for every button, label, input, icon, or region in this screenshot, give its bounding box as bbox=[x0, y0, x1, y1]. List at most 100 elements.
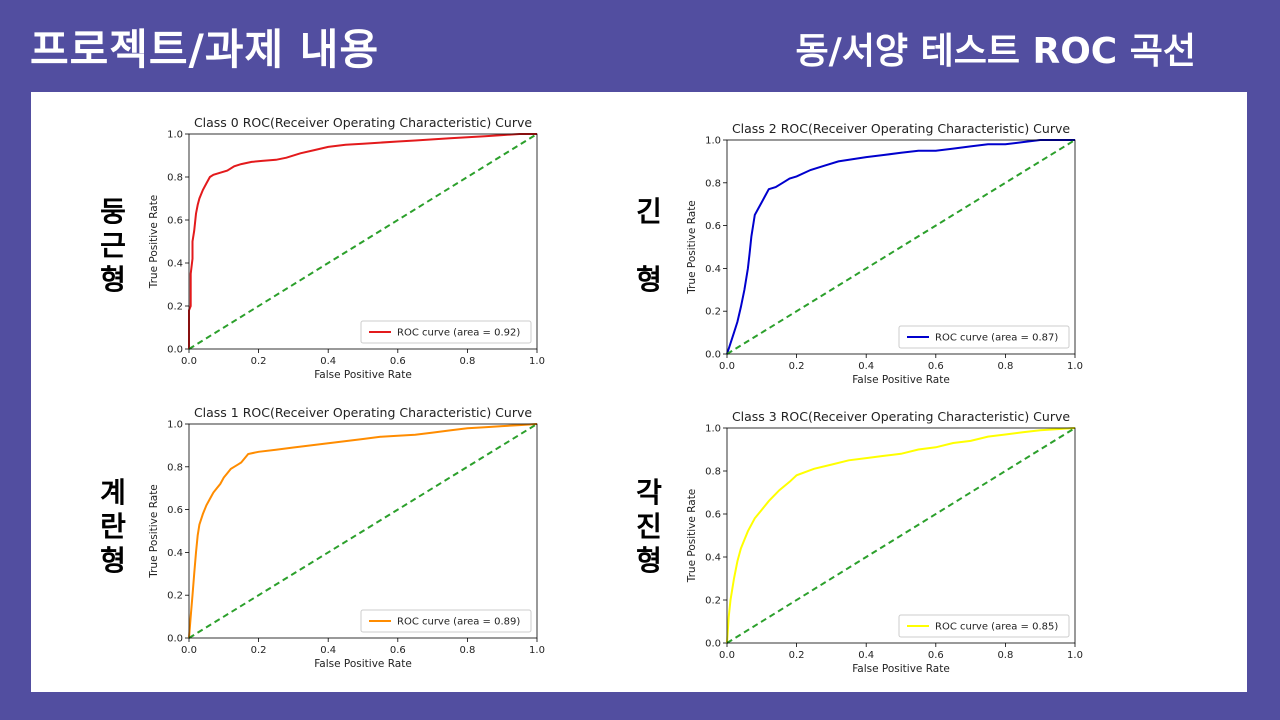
shape-label-long: 긴 형 bbox=[633, 195, 665, 297]
y-tick-label: 0.8 bbox=[705, 467, 721, 478]
x-tick-label: 0.2 bbox=[789, 650, 805, 661]
shape-label-char: 진 bbox=[636, 510, 662, 543]
legend-box bbox=[898, 614, 1070, 638]
shape-label-char: 각 bbox=[636, 476, 662, 509]
y-tick-label: 0.0 bbox=[167, 345, 183, 356]
y-tick-label: 0.6 bbox=[705, 510, 721, 521]
y-axis-label: True Positive Rate bbox=[148, 484, 160, 579]
shape-label-char: 형 bbox=[636, 544, 662, 577]
legend-label: ROC curve (area = 0.85) bbox=[935, 622, 1058, 633]
y-tick-label: 0.6 bbox=[167, 216, 183, 227]
roc-chart-class-1: Class 1 ROC(Receiver Operating Character… bbox=[148, 405, 545, 670]
plot-frame bbox=[188, 133, 538, 350]
x-tick-label: 0.0 bbox=[719, 650, 735, 661]
x-tick-label: 0.2 bbox=[251, 645, 267, 656]
page-title: 프로젝트/과제 내용 bbox=[30, 25, 380, 74]
x-tick-label: 1.0 bbox=[529, 645, 545, 656]
y-tick-label: 0.4 bbox=[167, 548, 183, 559]
y-tick-label: 0.2 bbox=[167, 591, 183, 602]
x-tick-label: 0.8 bbox=[459, 356, 475, 367]
x-tick-label: 0.8 bbox=[997, 361, 1013, 372]
plot-frame bbox=[726, 427, 1076, 644]
y-tick-label: 0.0 bbox=[167, 634, 183, 645]
random-baseline-line bbox=[726, 427, 1076, 644]
shape-label-char: 계 bbox=[100, 476, 126, 509]
x-tick-label: 0.0 bbox=[181, 356, 197, 367]
legend-box bbox=[360, 609, 532, 633]
x-tick-label: 0.8 bbox=[997, 650, 1013, 661]
y-tick-label: 0.0 bbox=[705, 639, 721, 650]
shape-label-char: 긴 bbox=[636, 195, 662, 228]
roc-curve-line bbox=[726, 427, 1076, 644]
y-tick-label: 0.8 bbox=[167, 173, 183, 184]
x-tick-label: 0.2 bbox=[251, 356, 267, 367]
x-tick-label: 1.0 bbox=[1067, 361, 1083, 372]
y-axis-label: True Positive Rate bbox=[686, 489, 698, 584]
random-baseline-line bbox=[188, 423, 538, 639]
y-axis-label: True Positive Rate bbox=[148, 195, 160, 290]
x-tick-label: 0.6 bbox=[928, 650, 944, 661]
x-tick-label: 0.6 bbox=[390, 645, 406, 656]
page-subtitle: 동/서양 테스트 ROC 곡선 bbox=[795, 31, 1196, 72]
legend-box bbox=[898, 325, 1070, 349]
chart-title: Class 3 ROC(Receiver Operating Character… bbox=[732, 409, 1070, 424]
y-tick-label: 0.4 bbox=[705, 264, 721, 275]
roc-curve-line bbox=[188, 133, 537, 349]
x-tick-label: 0.0 bbox=[181, 645, 197, 656]
legend-label: ROC curve (area = 0.87) bbox=[935, 333, 1058, 344]
y-tick-label: 0.2 bbox=[705, 307, 721, 318]
x-tick-label: 0.0 bbox=[719, 361, 735, 372]
y-tick-label: 0.6 bbox=[167, 505, 183, 516]
y-tick-label: 0.4 bbox=[705, 553, 721, 564]
y-tick-label: 1.0 bbox=[167, 420, 183, 431]
random-baseline-line bbox=[726, 139, 1076, 355]
shape-label-char: 둥 bbox=[100, 195, 126, 228]
random-baseline-line bbox=[188, 133, 538, 350]
x-tick-label: 1.0 bbox=[529, 356, 545, 367]
y-axis-label: True Positive Rate bbox=[686, 200, 698, 295]
legend-box bbox=[360, 320, 532, 344]
shape-label-square: 각 진 형 bbox=[633, 476, 665, 578]
y-tick-label: 1.0 bbox=[705, 136, 721, 147]
y-tick-label: 0.6 bbox=[705, 221, 721, 232]
y-tick-label: 0.0 bbox=[705, 350, 721, 361]
x-tick-label: 0.6 bbox=[390, 356, 406, 367]
x-axis-label: False Positive Rate bbox=[852, 374, 950, 386]
chart-title: Class 0 ROC(Receiver Operating Character… bbox=[194, 115, 532, 130]
y-tick-label: 0.4 bbox=[167, 259, 183, 270]
shape-label-oval: 계 란 형 bbox=[97, 476, 129, 578]
x-tick-label: 0.6 bbox=[928, 361, 944, 372]
x-tick-label: 0.4 bbox=[320, 645, 336, 656]
y-tick-label: 0.2 bbox=[705, 596, 721, 607]
shape-label-char: 근 bbox=[100, 229, 126, 262]
y-tick-label: 0.2 bbox=[167, 302, 183, 313]
shape-label-char: 형 bbox=[100, 544, 126, 577]
shape-label-round: 둥 근 형 bbox=[97, 195, 129, 297]
x-tick-label: 1.0 bbox=[1067, 650, 1083, 661]
shape-label-char bbox=[633, 229, 665, 263]
shape-label-char: 형 bbox=[636, 263, 662, 296]
roc-curve-line bbox=[726, 139, 1075, 355]
y-tick-label: 1.0 bbox=[705, 424, 721, 435]
roc-chart-class-0: Class 0 ROC(Receiver Operating Character… bbox=[148, 115, 545, 381]
legend-label: ROC curve (area = 0.89) bbox=[397, 617, 520, 628]
y-tick-label: 1.0 bbox=[167, 130, 183, 141]
x-tick-label: 0.4 bbox=[320, 356, 336, 367]
chart-title: Class 1 ROC(Receiver Operating Character… bbox=[194, 405, 532, 420]
x-axis-label: False Positive Rate bbox=[852, 663, 950, 675]
y-tick-label: 0.8 bbox=[705, 178, 721, 189]
plot-frame bbox=[726, 139, 1076, 355]
shape-label-char: 란 bbox=[100, 510, 126, 543]
roc-chart-class-3: Class 3 ROC(Receiver Operating Character… bbox=[686, 409, 1083, 675]
roc-curve-line bbox=[188, 423, 538, 639]
x-tick-label: 0.8 bbox=[459, 645, 475, 656]
content-panel: 둥 근 형 긴 형 계 란 형 각 진 형 Class 0 ROC(Receiv… bbox=[31, 92, 1247, 692]
x-axis-label: False Positive Rate bbox=[314, 369, 412, 381]
x-tick-label: 0.4 bbox=[858, 650, 874, 661]
y-tick-label: 0.8 bbox=[167, 462, 183, 473]
plot-frame bbox=[188, 423, 538, 639]
roc-chart-class-2: Class 2 ROC(Receiver Operating Character… bbox=[686, 121, 1083, 386]
x-tick-label: 0.2 bbox=[789, 361, 805, 372]
chart-title: Class 2 ROC(Receiver Operating Character… bbox=[732, 121, 1070, 136]
shape-label-char: 형 bbox=[100, 263, 126, 296]
